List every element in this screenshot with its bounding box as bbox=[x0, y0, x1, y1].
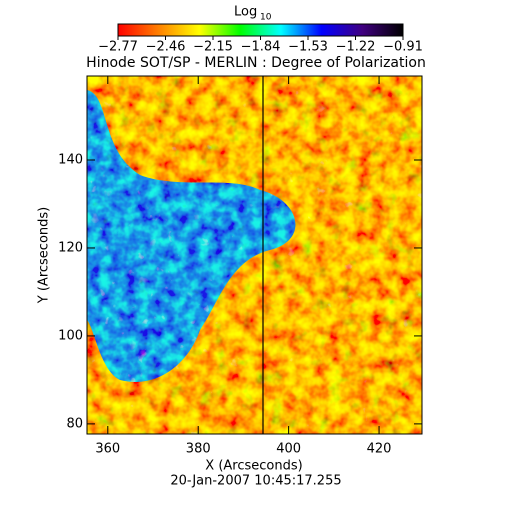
colorbar-tick-label: −2.77 bbox=[98, 40, 138, 55]
chart-title: Hinode SOT/SP - MERLIN : Degree of Polar… bbox=[86, 55, 426, 71]
colorbar-tick-label: −1.53 bbox=[288, 40, 328, 55]
x-tick-label: 360 bbox=[95, 442, 120, 457]
x-axis-label: X (Arcseconds) bbox=[205, 459, 302, 474]
colorbar-tick-label: −0.91 bbox=[383, 40, 423, 55]
y-tick-label: 80 bbox=[66, 416, 83, 431]
colorbar-tick-label: −1.22 bbox=[336, 40, 376, 55]
x-tick-label: 380 bbox=[186, 442, 211, 457]
y-tick-label: 100 bbox=[58, 328, 83, 343]
colorbar-tick-label: −2.46 bbox=[146, 40, 186, 55]
y-tick-label: 140 bbox=[58, 153, 83, 168]
colorbar bbox=[117, 23, 404, 37]
plot-frame bbox=[86, 75, 423, 435]
colorbar-tick-label: −1.84 bbox=[241, 40, 281, 55]
subtitle: 20-Jan-2007 10:45:17.255 bbox=[170, 474, 341, 489]
heatmap-image bbox=[87, 76, 422, 434]
colorbar-label-subscript: 10 bbox=[260, 13, 272, 23]
colorbar-label: Log bbox=[234, 5, 257, 20]
colorbar-tick-label: −2.15 bbox=[193, 40, 233, 55]
x-tick-label: 400 bbox=[276, 442, 301, 457]
y-axis-label: Y (Arcseconds) bbox=[37, 207, 52, 304]
y-tick-label: 120 bbox=[58, 240, 83, 255]
x-tick-label: 420 bbox=[367, 442, 392, 457]
